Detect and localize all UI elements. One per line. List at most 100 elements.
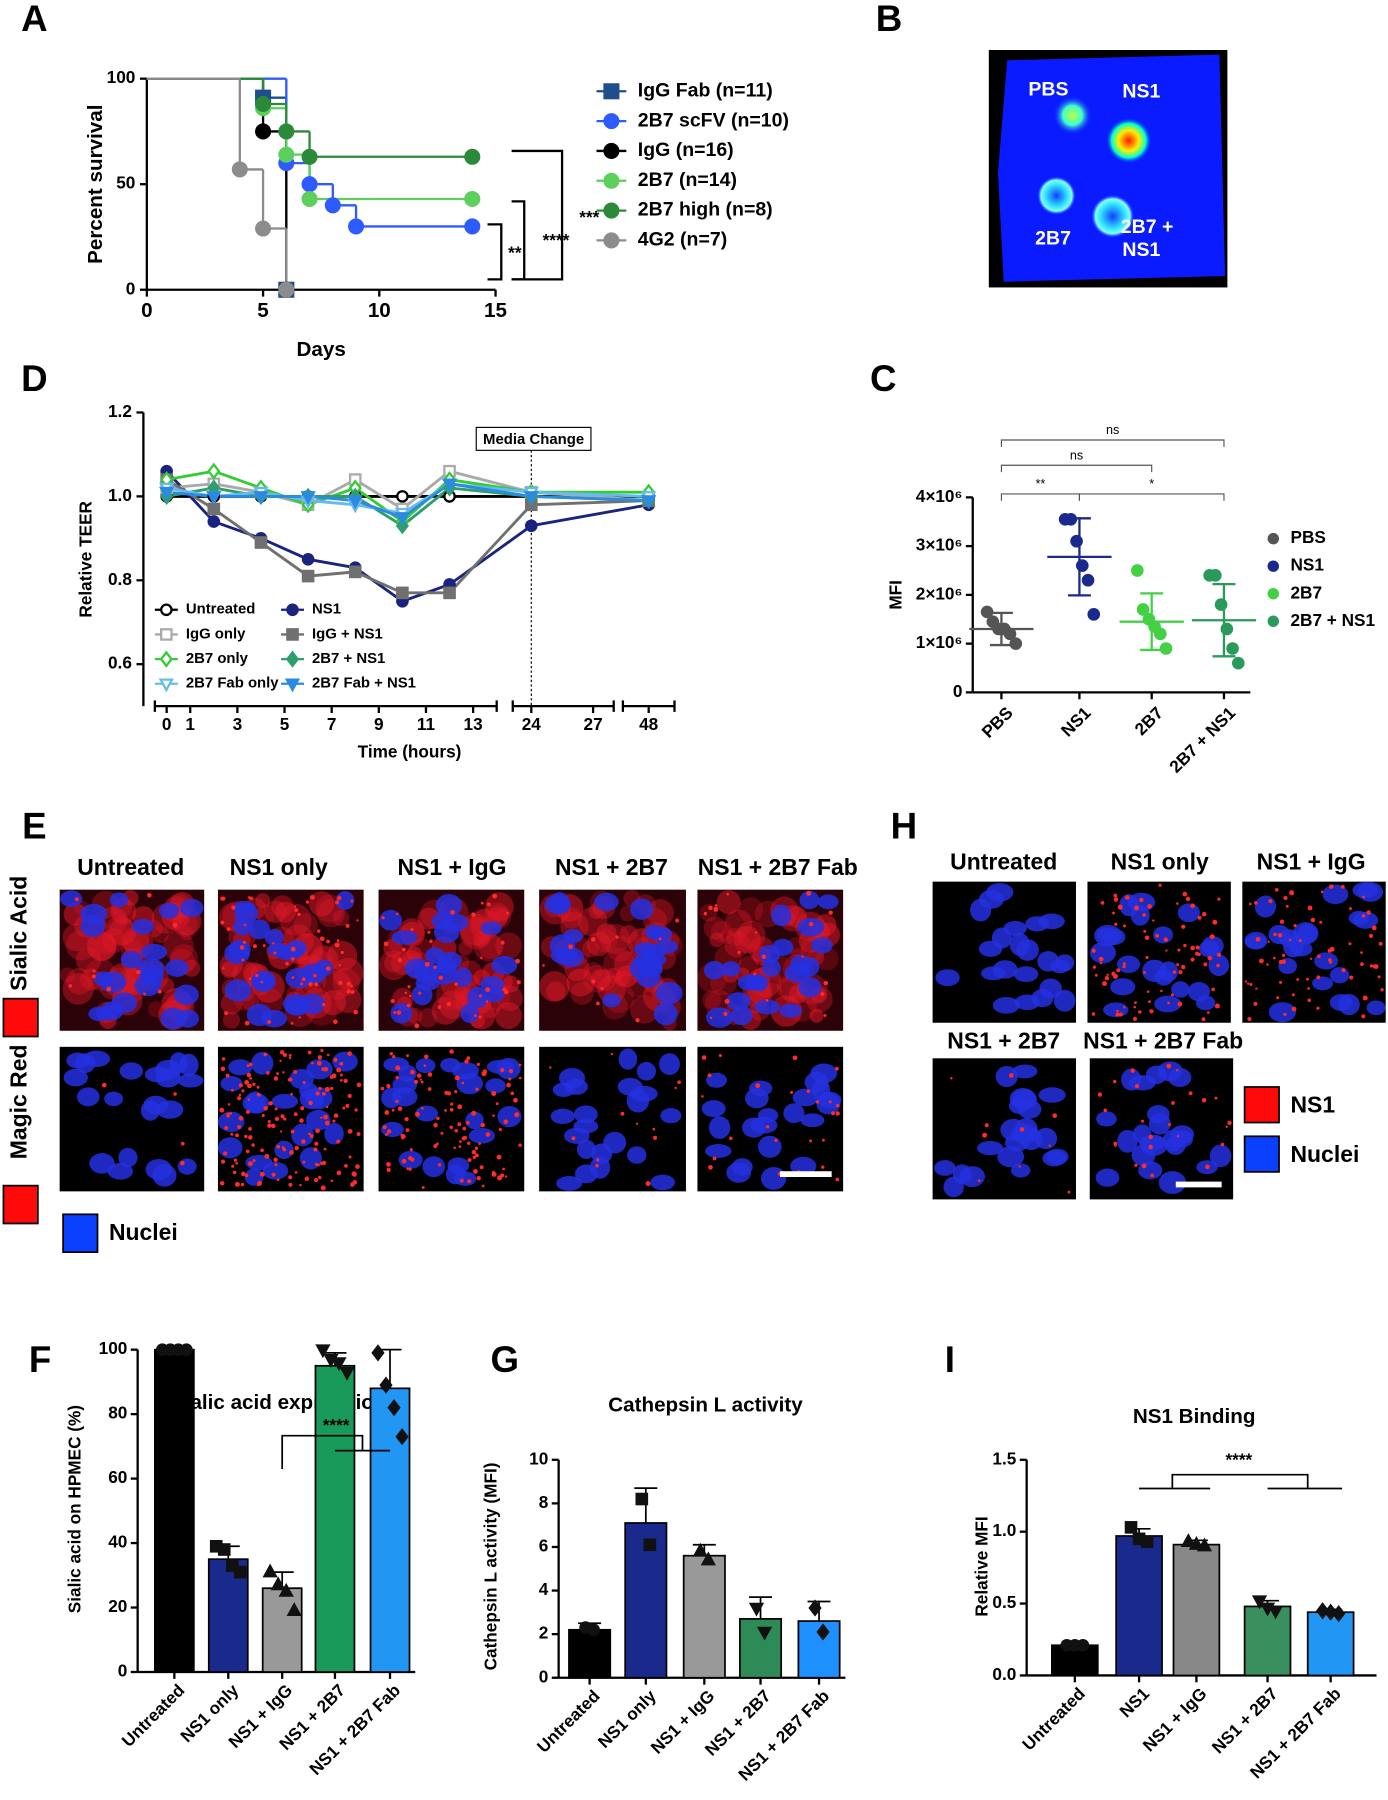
y-tick-label: 8 <box>539 1492 549 1512</box>
nucleus <box>650 1174 675 1191</box>
error-bar <box>1212 582 1236 658</box>
nucleus <box>234 903 259 924</box>
puncta <box>1008 1073 1014 1078</box>
puncta <box>822 1138 825 1142</box>
puncta <box>436 1116 440 1121</box>
puncta <box>290 1022 294 1025</box>
puncta <box>1220 1142 1225 1147</box>
puncta <box>1112 911 1115 915</box>
puncta <box>496 1154 502 1160</box>
puncta <box>427 1072 433 1077</box>
nucleus <box>177 1073 204 1088</box>
puncta <box>382 1125 387 1130</box>
puncta <box>774 1138 778 1142</box>
puncta <box>420 1080 424 1084</box>
nucleus <box>251 1051 274 1075</box>
data-point <box>339 1366 355 1381</box>
nucleus <box>701 1100 726 1118</box>
puncta <box>1172 970 1177 974</box>
puncta <box>386 1167 391 1172</box>
puncta <box>238 1093 242 1097</box>
puncta <box>492 1114 495 1117</box>
nucleus <box>75 1053 96 1073</box>
puncta <box>226 927 231 931</box>
nucleus <box>1168 1068 1192 1087</box>
puncta <box>433 1144 438 1149</box>
nucleus <box>655 981 683 1005</box>
puncta <box>427 1087 432 1091</box>
puncta <box>703 911 708 916</box>
puncta <box>516 980 521 985</box>
nucleus <box>381 1087 402 1109</box>
puncta <box>459 1140 462 1143</box>
panel-letter: C <box>870 358 896 399</box>
puncta <box>323 1114 329 1120</box>
significance-bracket <box>1000 439 1225 447</box>
nucleus <box>248 919 270 940</box>
puncta <box>1316 975 1321 980</box>
puncta <box>424 961 430 967</box>
nucleus <box>1198 940 1220 958</box>
nucleus <box>721 961 741 977</box>
stain <box>733 926 761 954</box>
puncta <box>249 1076 253 1080</box>
puncta <box>252 1082 256 1086</box>
puncta <box>542 964 545 967</box>
puncta <box>273 951 277 955</box>
imaging-spot <box>1036 176 1076 216</box>
puncta <box>1247 1016 1252 1022</box>
nucleus <box>726 1162 752 1183</box>
puncta <box>421 1185 425 1189</box>
micrograph <box>1242 881 1386 1023</box>
nucleus <box>491 955 518 975</box>
panel-letter: B <box>876 0 903 39</box>
data-point <box>1188 1536 1205 1550</box>
nucleus <box>549 892 570 913</box>
puncta <box>317 1055 323 1060</box>
puncta <box>1361 1014 1366 1019</box>
puncta <box>220 920 225 925</box>
puncta <box>283 1117 287 1121</box>
significance-label: ns <box>1106 423 1119 437</box>
puncta <box>267 1019 272 1025</box>
puncta <box>1113 897 1119 902</box>
stain <box>546 981 566 1002</box>
puncta <box>1371 925 1377 931</box>
puncta <box>1112 973 1118 979</box>
legend-label: Nuclei <box>1290 1141 1359 1167</box>
puncta <box>226 1112 230 1117</box>
puncta <box>801 955 804 958</box>
puncta <box>1018 1165 1021 1168</box>
series-point <box>301 569 315 583</box>
y-tick-label: 0 <box>953 681 963 701</box>
puncta <box>396 1010 402 1015</box>
data-point <box>234 1565 247 1579</box>
puncta <box>380 1086 385 1091</box>
puncta <box>356 1082 362 1088</box>
puncta <box>755 1083 761 1089</box>
significance-bracket <box>1000 493 1081 501</box>
puncta <box>321 1002 326 1007</box>
puncta <box>1273 932 1277 937</box>
nucleus <box>456 1072 483 1095</box>
nucleus <box>762 958 781 977</box>
puncta <box>835 1103 840 1108</box>
puncta <box>247 1098 251 1101</box>
puncta <box>336 1140 340 1144</box>
column-label: NS1 + 2B7 <box>947 1027 1060 1053</box>
y-tick-label: 2 <box>539 1623 549 1643</box>
puncta <box>481 1071 487 1077</box>
puncta <box>311 1061 314 1065</box>
puncta <box>1209 934 1215 940</box>
puncta <box>1150 1173 1155 1178</box>
puncta <box>497 1175 503 1181</box>
nucleus <box>708 1116 731 1140</box>
puncta <box>444 1109 447 1112</box>
survival-point <box>301 148 318 165</box>
series-point <box>207 462 221 480</box>
puncta <box>321 1067 325 1071</box>
y-tick-label: 0.5 <box>992 1592 1016 1612</box>
significance-label: ** <box>508 243 522 263</box>
nucleus <box>550 1108 575 1124</box>
puncta <box>236 1096 242 1101</box>
